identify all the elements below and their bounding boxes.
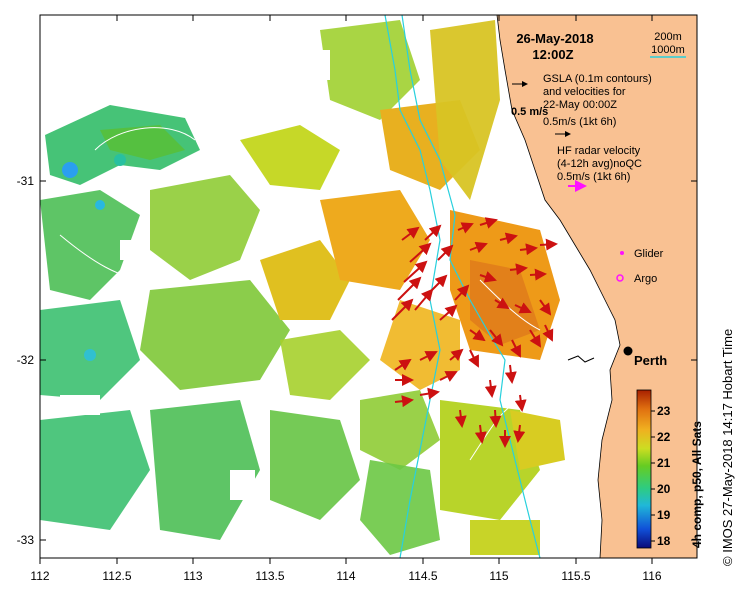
gsla-legend-line2: and velocities for — [543, 86, 626, 98]
hf-legend-line1: HF radar velocity — [557, 145, 641, 157]
hf-legend-line2: (4-12h avg)noQC — [557, 158, 642, 170]
gsla-legend-line1: GSLA (0.1m contours) — [543, 73, 652, 85]
hf-radar-arrows — [391, 217, 558, 448]
colorbar-tick-labels: 23 22 21 20 19 18 — [657, 404, 671, 548]
lon-tick-label: 115 — [489, 569, 508, 583]
lon-tick-label: 113 — [183, 569, 202, 583]
colorbar-tick-label: 19 — [657, 508, 671, 522]
plot-frame — [39, 14, 698, 559]
bathymetry-contours — [384, 15, 541, 558]
glider-marker — [620, 251, 624, 255]
colorbar-ticks — [651, 410, 655, 542]
coast-detail — [567, 355, 595, 363]
lat-tick-label: -31 — [17, 174, 35, 188]
credit-text: IMOS 27-May-2018 14:17 Hobart Time — [720, 328, 735, 553]
x-ticks — [39, 15, 653, 564]
scale-bold-label: 0.5 m/s — [511, 106, 548, 118]
lon-tick-label: 115.5 — [561, 569, 590, 583]
map-time: 12:00Z — [532, 47, 573, 62]
y-ticks — [40, 180, 697, 541]
perth-label: Perth — [634, 353, 667, 368]
lat-tick-label: -33 — [17, 533, 35, 547]
gsla-legend-line3: 22-May 00:00Z — [543, 99, 617, 111]
colorbar-tick-label: 22 — [657, 430, 671, 444]
hf-legend-line3: 0.5m/s (1kt 6h) — [557, 171, 630, 183]
depth-1000-label: 1000m — [651, 44, 685, 56]
lon-tick-label: 112.5 — [102, 569, 131, 583]
colorbar-tick-label: 23 — [657, 404, 671, 418]
colorbar-tick-label: 18 — [657, 534, 671, 548]
map-date: 26-May-2018 — [516, 31, 593, 46]
lon-tick-label: 116 — [642, 569, 661, 583]
lon-tick-label: 114 — [336, 569, 355, 583]
colorbar-tick-label: 20 — [657, 482, 671, 496]
credit-line: © IMOS 27-May-2018 14:17 Hobart Time — [720, 329, 735, 566]
lon-tick-label: 112 — [30, 569, 49, 583]
copyright-symbol: © — [720, 556, 735, 566]
colorbar — [636, 389, 652, 549]
colorbar-title: 4h comp, p50, All Sats — [690, 421, 704, 548]
colorbar-tick-label: 21 — [657, 456, 671, 470]
lat-tick-label: -32 — [17, 353, 35, 367]
lon-tick-label: 114.5 — [408, 569, 437, 583]
argo-marker — [616, 274, 624, 282]
lon-tick-label: 113.5 — [255, 569, 284, 583]
argo-label: Argo — [634, 273, 657, 285]
depth-200-label: 200m — [654, 31, 682, 43]
glider-label: Glider — [634, 248, 664, 260]
x-tick-labels: 112 112.5 113 113.5 114 114.5 115 115.5 … — [30, 569, 661, 583]
y-tick-labels: -31 -32 -33 — [17, 174, 35, 547]
gsla-scale-label: 0.5m/s (1kt 6h) — [543, 116, 616, 128]
perth-marker — [623, 346, 633, 356]
